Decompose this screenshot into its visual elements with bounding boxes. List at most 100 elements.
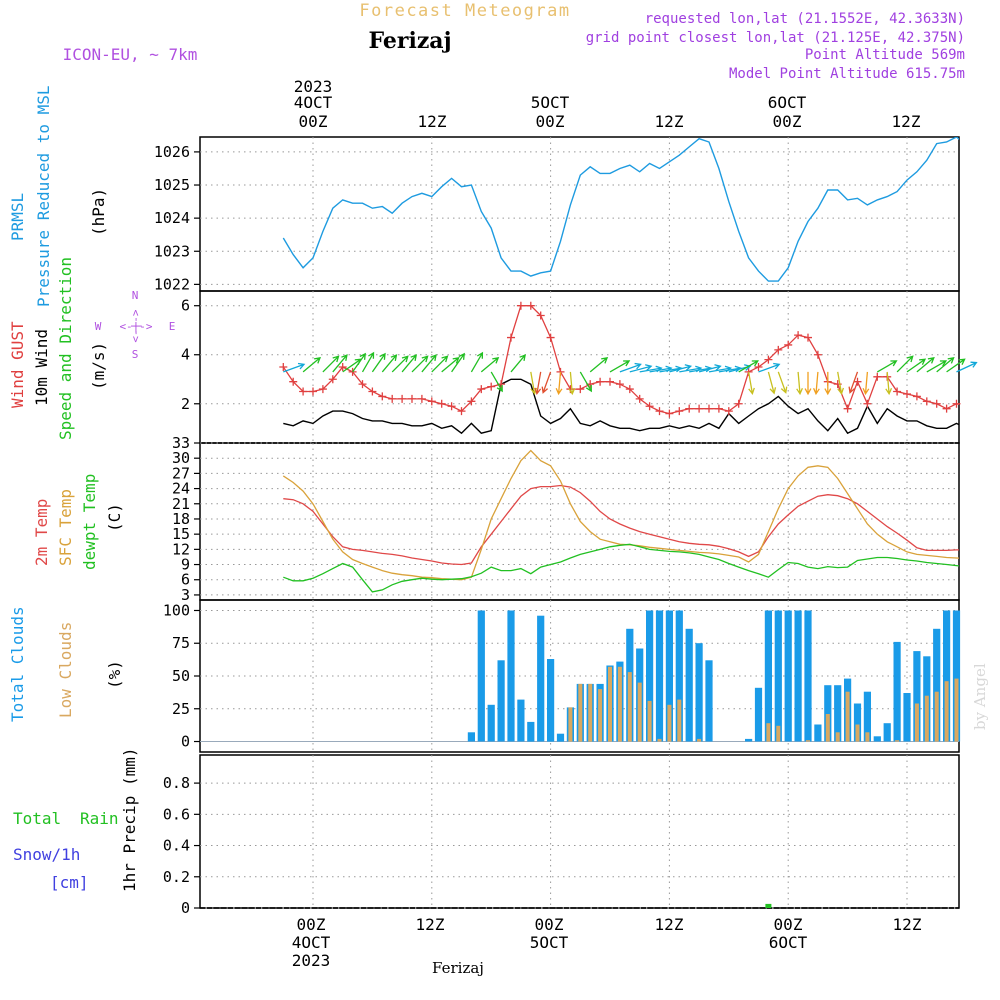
wind-gust-marker bbox=[576, 385, 585, 394]
wind-direction-arrow bbox=[401, 354, 418, 373]
wind-gust-marker bbox=[922, 397, 931, 406]
wind-gust-marker bbox=[754, 363, 763, 371]
low-clouds-bar bbox=[617, 666, 622, 742]
total-clouds-bar bbox=[933, 628, 941, 742]
y-tick-label: 21 bbox=[172, 495, 190, 513]
precip-labels: Total Rain Snow/1h [cm] 1hr Precip (mm) bbox=[13, 748, 139, 893]
total-clouds-bar bbox=[507, 610, 515, 742]
wind-direction-arrow bbox=[777, 371, 788, 394]
low-clouds-bar bbox=[845, 691, 850, 742]
low-clouds-bar bbox=[637, 682, 642, 742]
y-tick-label: 1025 bbox=[154, 176, 190, 194]
wind-gust-marker bbox=[318, 385, 327, 394]
wind-direction-arrow bbox=[885, 371, 893, 396]
top-day-label: 5OCT bbox=[531, 93, 570, 112]
wind-gust-marker bbox=[487, 382, 496, 391]
total-clouds-bar bbox=[655, 610, 664, 742]
wind-gust-marker bbox=[635, 394, 644, 403]
wind-gust-marker bbox=[665, 409, 674, 418]
location-title: Ferizaj bbox=[368, 28, 451, 54]
wind-direction-arrow bbox=[555, 371, 563, 396]
total-clouds-bar bbox=[497, 660, 505, 742]
temp-2m-label: 2m Temp bbox=[32, 499, 51, 566]
y-tick-label: 1022 bbox=[154, 275, 190, 293]
compass-w: W bbox=[95, 320, 102, 333]
wind-direction-arrow bbox=[876, 360, 898, 373]
low-clouds-bar bbox=[627, 672, 632, 742]
wind-direction-arrow bbox=[451, 352, 465, 373]
temp-sfc-label: SFC Temp bbox=[56, 489, 75, 566]
y-tick-label: 30 bbox=[172, 449, 190, 467]
wind-direction-arrow bbox=[371, 352, 386, 373]
wind-gust-marker bbox=[596, 377, 605, 386]
total-clouds-bar bbox=[646, 610, 654, 742]
total-clouds-bar bbox=[517, 699, 525, 742]
y-tick-label: 50 bbox=[172, 667, 190, 685]
bottom-hour-label: 12Z bbox=[416, 915, 445, 934]
low-clouds-bar bbox=[806, 740, 810, 742]
low-clouds-bar bbox=[647, 700, 652, 742]
wind-gust-marker bbox=[279, 363, 288, 371]
wind-direction-arrow bbox=[848, 371, 859, 394]
wind-direction-arrow bbox=[669, 364, 693, 373]
y-tick-label: 6 bbox=[181, 571, 190, 589]
y-tick-label: 0 bbox=[181, 899, 190, 917]
wind-direction-arrow bbox=[747, 371, 755, 395]
wind-direction-arrow bbox=[579, 371, 592, 393]
top-day-label: 4OCT bbox=[294, 93, 333, 112]
wind-speed-line bbox=[283, 378, 959, 435]
bottom-day-label: 6OCT bbox=[769, 933, 808, 952]
bottom-day-label: 4OCT bbox=[292, 933, 331, 952]
low-clouds-bar bbox=[608, 666, 612, 742]
bottom-hour-label: 00Z bbox=[535, 915, 564, 934]
y-tick-label: 27 bbox=[172, 464, 190, 482]
wind-chart bbox=[279, 301, 978, 435]
compass-e: E bbox=[169, 320, 176, 333]
wind-direction-arrow bbox=[837, 371, 845, 395]
wind-direction-arrow bbox=[391, 355, 409, 373]
y-tick-label: 24 bbox=[172, 480, 190, 498]
total-clouds-bar bbox=[695, 643, 703, 742]
y-tick-label: 0.2 bbox=[163, 868, 190, 886]
requested-coords: requested lon,lat (21.1552E, 42.3633N) bbox=[645, 11, 965, 27]
low-clouds-bar bbox=[865, 732, 870, 742]
wind-gust-marker bbox=[447, 402, 456, 411]
wind-direction-arrow bbox=[916, 356, 935, 373]
total-clouds-bar bbox=[527, 721, 535, 742]
wind-gust-marker bbox=[843, 404, 852, 413]
wind-direction-arrow bbox=[490, 371, 503, 393]
wind-direction-arrow bbox=[470, 351, 484, 373]
wind-gust-marker bbox=[507, 333, 515, 342]
wind-gust-marker bbox=[952, 399, 961, 408]
model-label: ICON-EU, ~ 7km bbox=[63, 45, 198, 64]
low-clouds-bar bbox=[776, 725, 781, 742]
pressure-unit: (hPa) bbox=[89, 188, 108, 236]
wind-gust-marker bbox=[724, 407, 733, 416]
total-clouds-bar bbox=[952, 610, 961, 742]
wind-direction-arrow bbox=[534, 371, 542, 395]
watermark: by Angel bbox=[971, 663, 989, 730]
wind-gust-marker bbox=[328, 375, 337, 384]
wind-gust-marker bbox=[289, 377, 298, 386]
low-clouds-bar bbox=[835, 732, 840, 742]
total-clouds-bar bbox=[477, 610, 485, 742]
bottom-hour-label: 00Z bbox=[297, 915, 326, 934]
wind-direction-arrow bbox=[322, 355, 340, 373]
low-clouds-bar bbox=[677, 699, 682, 742]
low-clouds-bar bbox=[825, 714, 830, 742]
wind-gust-marker bbox=[338, 363, 347, 371]
total-clouds-bar bbox=[754, 687, 763, 742]
wind-direction-arrow bbox=[767, 371, 777, 395]
bottom-hour-label: 12Z bbox=[893, 915, 922, 934]
total-clouds-bar bbox=[547, 659, 555, 742]
wind-gust-marker bbox=[358, 380, 367, 389]
y-tick-label: 1023 bbox=[154, 242, 190, 260]
low-clouds-bar bbox=[697, 738, 702, 742]
bottom-hour-label: 00Z bbox=[774, 915, 803, 934]
total-clouds-bar bbox=[467, 732, 475, 742]
total-clouds-bar bbox=[804, 610, 812, 742]
total-clouds-bar bbox=[764, 610, 772, 742]
chart-title: Forecast Meteogram bbox=[359, 1, 570, 21]
wind-direction-arrow bbox=[609, 360, 631, 373]
wind-gust-marker bbox=[408, 394, 416, 403]
